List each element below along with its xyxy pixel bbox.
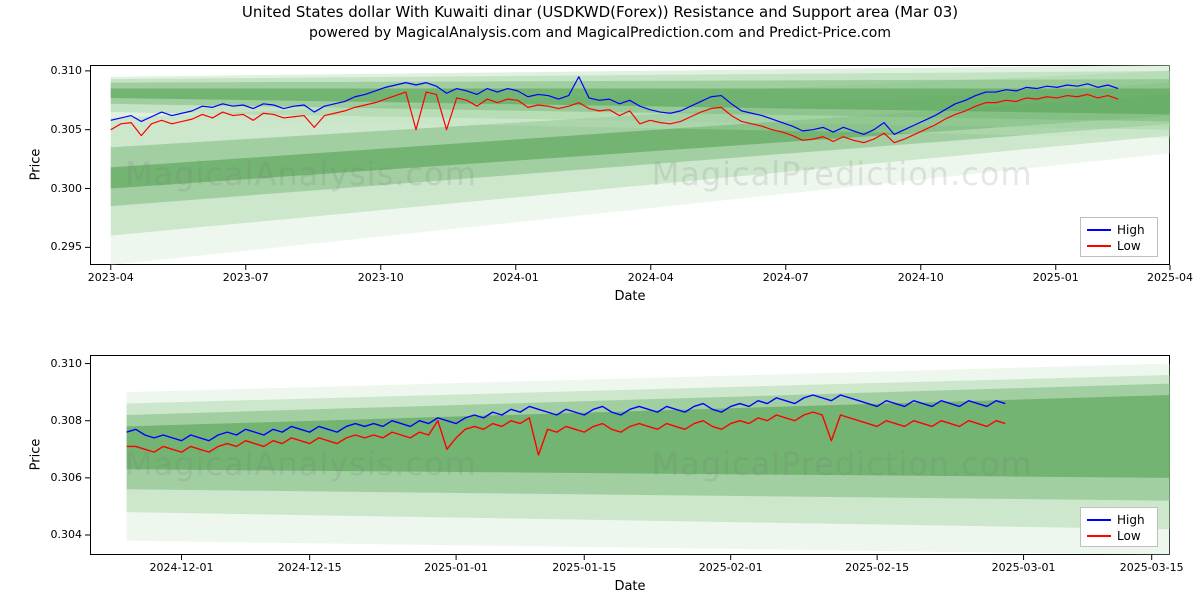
y-axis-label: Price bbox=[28, 439, 43, 471]
chart-subtitle: powered by MagicalAnalysis.com and Magic… bbox=[0, 25, 1200, 42]
legend-swatch bbox=[1087, 229, 1111, 231]
y-tick-label: 0.308 bbox=[51, 414, 83, 427]
figure: United States dollar With Kuwaiti dinar … bbox=[0, 0, 1200, 600]
x-tick-label: 2025-03-15 bbox=[1116, 561, 1188, 574]
legend-label: High bbox=[1117, 223, 1145, 237]
x-tick-label: 2023-04 bbox=[81, 271, 141, 284]
legend-swatch bbox=[1087, 535, 1111, 537]
legend-item-low: Low bbox=[1087, 238, 1151, 254]
x-tick-label: 2025-01-15 bbox=[548, 561, 620, 574]
legend-swatch bbox=[1087, 519, 1111, 521]
bottom-chart-panel: MagicalAnalysis.com MagicalPrediction.co… bbox=[90, 355, 1170, 555]
x-axis-label: Date bbox=[90, 579, 1170, 594]
x-tick-label: 2023-10 bbox=[351, 271, 411, 284]
x-tick-label: 2024-07 bbox=[756, 271, 816, 284]
y-tick-label: 0.305 bbox=[51, 123, 83, 136]
y-tick-label: 0.306 bbox=[51, 471, 83, 484]
legend-item-high: High bbox=[1087, 222, 1151, 238]
x-axis-label: Date bbox=[90, 289, 1170, 304]
y-tick-label: 0.295 bbox=[51, 240, 83, 253]
y-tick-label: 0.300 bbox=[51, 182, 83, 195]
legend-swatch bbox=[1087, 245, 1111, 247]
title-block: United States dollar With Kuwaiti dinar … bbox=[0, 2, 1200, 42]
x-tick-label: 2025-01-01 bbox=[420, 561, 492, 574]
legend-item-high: High bbox=[1087, 512, 1151, 528]
x-tick-label: 2025-02-01 bbox=[695, 561, 767, 574]
chart-title: United States dollar With Kuwaiti dinar … bbox=[0, 2, 1200, 23]
y-tick-label: 0.310 bbox=[51, 357, 83, 370]
x-tick-label: 2024-04 bbox=[621, 271, 681, 284]
bottom-chart-svg bbox=[90, 355, 1170, 555]
x-tick-label: 2025-03-01 bbox=[988, 561, 1060, 574]
x-tick-label: 2025-04 bbox=[1140, 271, 1200, 284]
x-tick-label: 2025-01 bbox=[1026, 271, 1086, 284]
legend: High Low bbox=[1080, 217, 1158, 257]
x-tick-label: 2024-12-01 bbox=[146, 561, 218, 574]
x-tick-label: 2024-10 bbox=[891, 271, 951, 284]
legend-item-low: Low bbox=[1087, 528, 1151, 544]
legend-label: Low bbox=[1117, 239, 1141, 253]
y-axis-label: Price bbox=[28, 149, 43, 181]
x-tick-label: 2024-01 bbox=[486, 271, 546, 284]
top-chart-svg bbox=[90, 65, 1170, 265]
legend-label: High bbox=[1117, 513, 1145, 527]
x-tick-label: 2023-07 bbox=[216, 271, 276, 284]
legend-label: Low bbox=[1117, 529, 1141, 543]
y-tick-label: 0.304 bbox=[51, 528, 83, 541]
legend: High Low bbox=[1080, 507, 1158, 547]
y-tick-label: 0.310 bbox=[51, 64, 83, 77]
x-tick-label: 2025-02-15 bbox=[841, 561, 913, 574]
top-chart-panel: MagicalAnalysis.com MagicalPrediction.co… bbox=[90, 65, 1170, 265]
x-tick-label: 2024-12-15 bbox=[274, 561, 346, 574]
